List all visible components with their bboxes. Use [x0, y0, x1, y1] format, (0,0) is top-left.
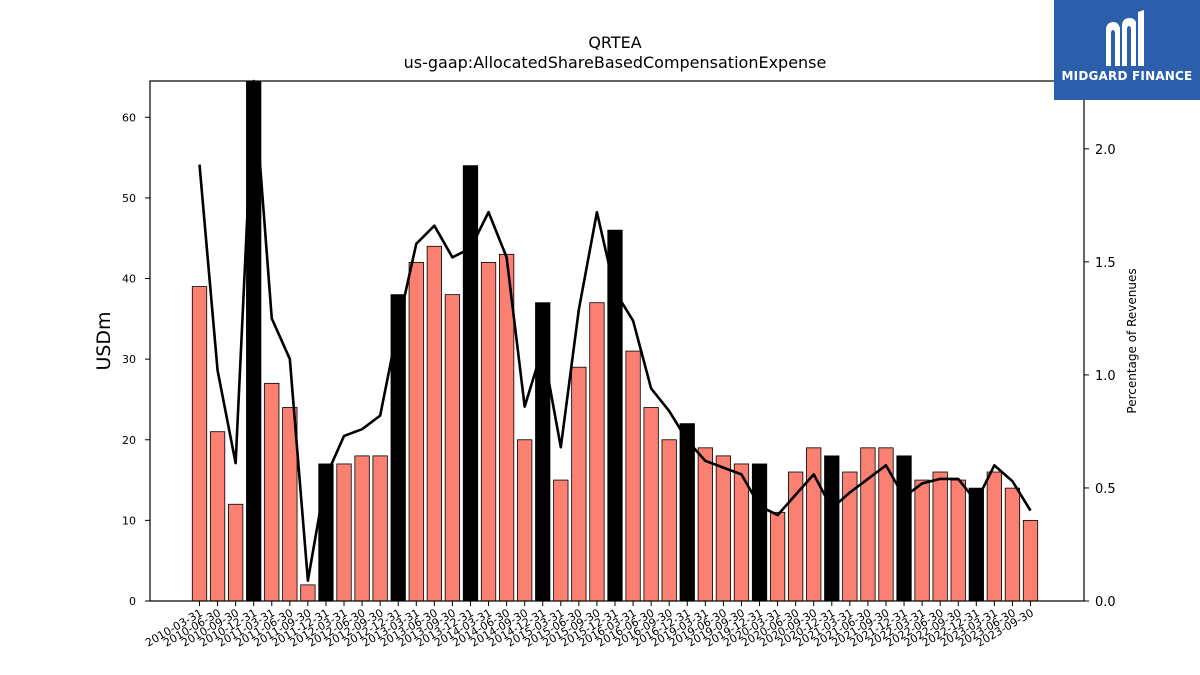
bar-2021-12-31: [896, 455, 912, 602]
bar-2013-06-30: [426, 245, 442, 602]
bar-2015-09-30: [589, 302, 605, 602]
logo-text: MIDGARD FINANCE: [1061, 69, 1193, 83]
bar-2011-09-30: [300, 584, 316, 602]
y2-tick-label: 1.5: [1095, 256, 1116, 271]
bar-2020-09-30: [806, 447, 822, 602]
y-tick-label: 0: [129, 595, 136, 608]
y2-tick-label: 1.0: [1095, 369, 1116, 384]
y2-tick-label: 0.5: [1095, 482, 1116, 497]
bar-2020-12-31: [824, 455, 840, 602]
bar-2019-03-31: [697, 447, 713, 602]
bar-2022-12-31: [968, 487, 984, 602]
chart-title: QRTEA: [588, 33, 641, 52]
bar-2016-09-30: [661, 439, 677, 602]
bar-2022-09-30: [950, 479, 966, 602]
bar-2016-12-31: [679, 423, 695, 602]
pct-revenues-line: [198, 79, 1032, 582]
bar-2012-12-31: [390, 294, 406, 602]
bar-2015-06-30: [571, 366, 587, 602]
bar-2010-09-30: [227, 503, 244, 602]
plot-frame: [149, 80, 1085, 602]
y-tick-label: 60: [122, 111, 136, 124]
y2-tick-label: 0.0: [1095, 595, 1116, 610]
y-tick-label: 20: [122, 434, 136, 447]
y2-axis-label: Percentage of Revenues: [1125, 268, 1139, 413]
brand-logo: MIDGARD FINANCE: [1054, 0, 1200, 100]
bar-2011-12-31: [318, 463, 334, 602]
bar-2019-06-30: [715, 455, 732, 602]
bar-2020-06-30: [788, 471, 804, 602]
bar-2021-06-30: [860, 447, 876, 602]
bar-2019-12-31: [751, 463, 768, 602]
bar-2014-03-31: [480, 261, 497, 602]
y-axis: 0 10 20 30 40 50 60: [122, 111, 150, 608]
bar-2022-06-30: [932, 471, 948, 602]
bar-2022-03-31: [914, 479, 930, 602]
bar-2010-03-31: [191, 286, 208, 602]
bar-2016-03-31: [625, 350, 641, 602]
y-tick-label: 10: [122, 514, 136, 527]
bar-2015-03-31: [553, 479, 569, 602]
bar-2013-12-31: [462, 165, 479, 602]
y-axis-label: USDm: [93, 311, 115, 370]
x-axis: 2010-03-312010-06-302010-09-302010-12-31…: [143, 601, 1036, 650]
line-group: [198, 79, 1032, 582]
bar-2023-09-30: [1022, 519, 1039, 602]
bar-2021-09-30: [878, 447, 894, 602]
bar-2012-03-31: [336, 463, 352, 602]
logo-icon: [1106, 10, 1144, 66]
y2-axis: 0.0 0.5 1.0 1.5 2.0: [1084, 143, 1116, 610]
bar-2011-03-31: [264, 382, 280, 602]
bar-2023-06-30: [1004, 487, 1021, 602]
bar-2016-06-30: [643, 407, 659, 602]
y-tick-label: 40: [122, 273, 136, 286]
bar-2014-09-30: [517, 439, 533, 602]
bar-2012-09-30: [372, 455, 388, 602]
bar-2010-06-30: [209, 431, 226, 602]
y-tick-label: 30: [122, 353, 136, 366]
y2-tick-label: 2.0: [1095, 143, 1116, 158]
chart-subtitle: us-gaap:AllocatedShareBasedCompensationE…: [404, 53, 827, 72]
bar-2013-03-31: [408, 261, 424, 602]
y-tick-label: 50: [122, 192, 136, 205]
bar-2023-03-31: [986, 471, 1002, 602]
bar-2020-03-31: [769, 511, 786, 602]
bar-2013-09-30: [444, 294, 461, 602]
bar-2012-06-30: [354, 455, 370, 602]
